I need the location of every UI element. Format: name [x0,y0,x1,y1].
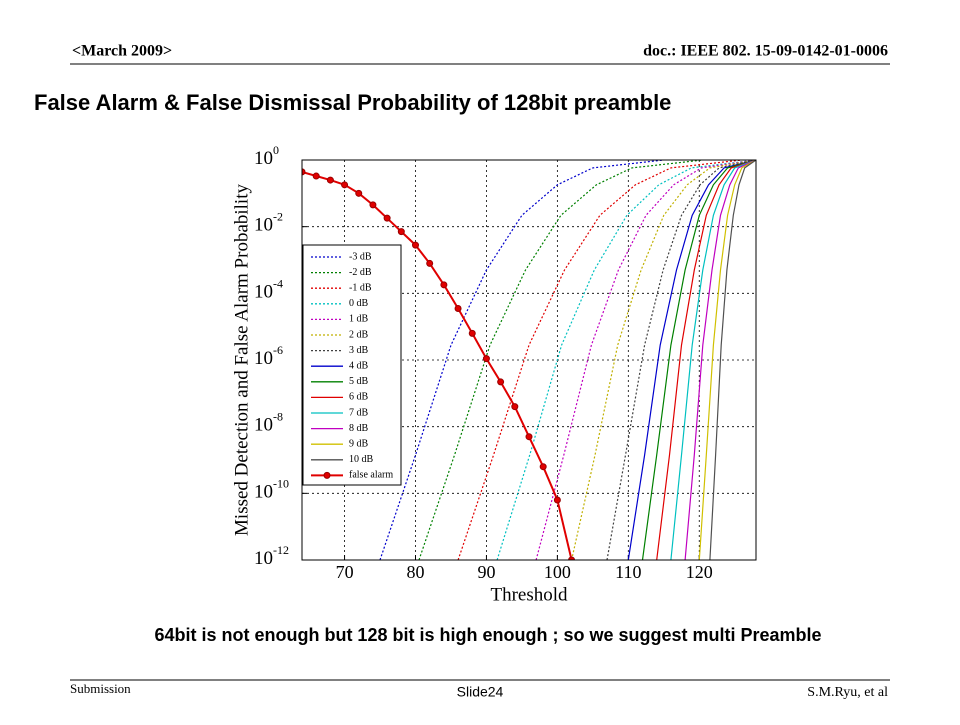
legend: -3 dB -2 dB -1 dB 0 dB 1 dB 2 dB 3 dB 4 dB 5 dB 6… [302,244,402,486]
legend-label: 7 dB [349,407,369,418]
series-marker [440,281,448,289]
series-marker [482,355,490,363]
x-tick-label: 120 [686,562,713,582]
series-marker [412,241,419,249]
x-tick-label: 70 [336,562,354,582]
series-marker [426,259,434,267]
x-tick-label: 100 [544,562,571,582]
series-marker [553,496,561,504]
y-tick-label: 10-12 [254,543,289,570]
series-marker [468,329,476,337]
plot-frame [301,159,757,561]
series-line [709,160,756,560]
header-date: <March 2009> [72,43,172,60]
legend-label: 3 dB [349,345,369,356]
y-axis-label: Missed Detection and False Alarm Probabi… [231,184,252,536]
slide-title: False Alarm & False Dismissal Probabilit… [34,90,671,115]
series-line [418,160,703,560]
legend-label: 8 dB [349,423,369,434]
header-doc: doc.: IEEE 802. 15-09-0142-01-0006 [643,43,888,60]
legend-label: 9 dB [349,438,369,449]
legend-label: 6 dB [349,392,369,403]
series-line [535,160,756,560]
legend-label: 0 dB [349,298,369,309]
y-tick-label: 10-10 [254,476,289,503]
footer-right: S.M.Ryu, et al [807,685,888,700]
x-axis-label: Threshold [490,584,568,605]
legend-label: 1 dB [349,314,369,325]
series-marker [525,433,533,441]
series-line [571,160,756,560]
series-line [641,160,756,560]
series-line [656,160,756,560]
series-marker [511,403,519,411]
series-group [302,160,756,560]
series-line [670,160,756,560]
series-line [457,160,742,560]
legend-label: -2 dB [349,267,372,278]
legend-label: 5 dB [349,376,369,387]
series-marker [369,201,377,209]
footer-center: Slide24 [457,684,504,700]
series-marker [397,228,405,236]
series-line [684,160,756,560]
x-tick-label: 80 [407,562,425,582]
series-marker [355,189,363,197]
y-tick-label: 10-4 [254,276,283,303]
legend-label: 4 dB [349,360,369,371]
y-tick-label: 10-8 [254,409,283,436]
y-tick-label: 10-6 [254,343,283,370]
legend-label: 2 dB [349,329,369,340]
series-marker [568,556,576,560]
legend-marker [323,471,331,479]
series-line [606,160,756,560]
series-line [496,160,756,560]
series-line [627,160,756,560]
legend-label: false alarm [349,470,393,481]
legend-label: 10 dB [349,454,374,465]
series-line [379,160,664,560]
x-tick-label: 110 [615,562,641,582]
series-marker [302,168,306,176]
legend-label: -1 dB [349,282,372,293]
series-marker [454,305,462,313]
legend-box [302,244,402,486]
plot: 70 80 90 100 110 120 100 10-2 10-4 10-6 10-8 10-10 1… [254,143,757,582]
series-marker [341,181,349,189]
y-tick-label: 10-2 [254,209,283,236]
footer-left: Submission [70,681,131,696]
series-marker [326,176,334,184]
caption: 64bit is not enough but 128 bit is high … [154,625,821,645]
series-marker [539,463,547,471]
x-tick-label: 90 [477,562,495,582]
y-tick-label: 100 [254,143,279,170]
legend-label: -3 dB [349,251,372,262]
series-marker [497,378,505,386]
series-marker [383,214,391,222]
series-marker [312,172,320,180]
series-line [698,160,756,560]
